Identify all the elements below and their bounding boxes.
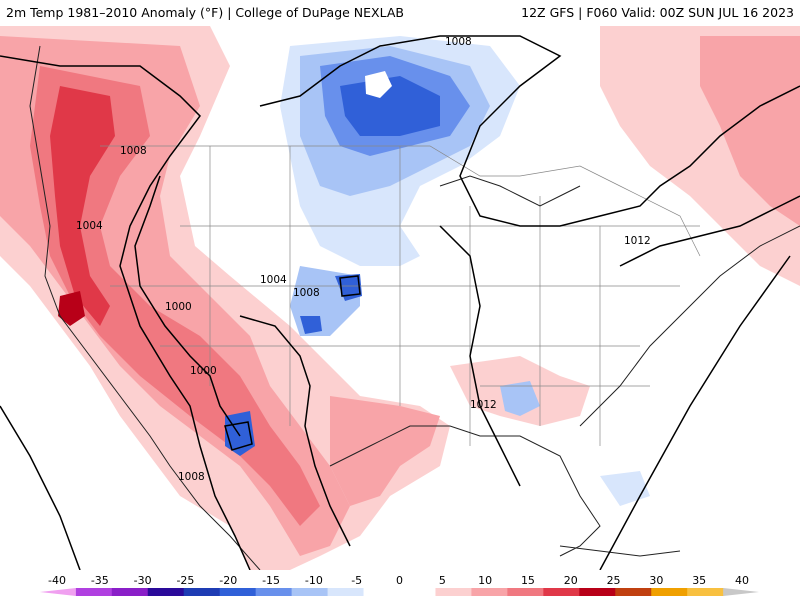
isobar-contours bbox=[0, 35, 800, 570]
colorbar-swatch bbox=[291, 588, 329, 596]
colorbar-swatch bbox=[723, 588, 760, 596]
colorbar-tick-label: 10 bbox=[478, 574, 492, 587]
colorbar-swatch bbox=[579, 588, 616, 596]
colorbar-tick-label: -35 bbox=[91, 574, 109, 587]
state-boundaries bbox=[100, 145, 701, 446]
colorbar-swatch bbox=[363, 588, 400, 596]
colorbar-tick-label: 35 bbox=[692, 574, 706, 587]
colorbar-swatch bbox=[111, 588, 149, 596]
isobar-label-1008-central: 1008 bbox=[293, 287, 320, 299]
isobar-labels: 1008 1008 1004 1004 1008 1000 1000 1012 … bbox=[76, 36, 651, 483]
colorbar-tick-label: -40 bbox=[48, 574, 66, 587]
colorbar-swatch bbox=[183, 588, 221, 596]
colorbar-swatch bbox=[75, 588, 113, 596]
colorbar-tick-label: 20 bbox=[564, 574, 578, 587]
isobar-label-1008-north: 1008 bbox=[445, 36, 472, 48]
colorbar-swatch bbox=[435, 588, 472, 596]
isobar-label-1000-a: 1000 bbox=[165, 301, 192, 313]
colorbar-tick-label: -10 bbox=[305, 574, 323, 587]
colorbar-swatch bbox=[543, 588, 580, 596]
colorbar-swatches bbox=[39, 588, 760, 596]
colorbar-tick-label: 0 bbox=[396, 574, 403, 587]
colorbar-tick-label: -15 bbox=[262, 574, 280, 587]
colorbar-swatch bbox=[651, 588, 688, 596]
colorbar-swatch bbox=[471, 588, 508, 596]
coastlines bbox=[29, 45, 800, 570]
isobar-label-1012-south: 1012 bbox=[470, 399, 497, 411]
colorbar-tick-labels: -40 -35 -30 -25 -20 -15 -10 -5 0 5 10 15 20 25 30 35 40 bbox=[48, 574, 749, 587]
colorbar-swatch bbox=[255, 588, 293, 596]
colorbar-tick-label: 30 bbox=[649, 574, 663, 587]
isobar-label-1008-west: 1008 bbox=[120, 145, 147, 157]
map-header: 2m Temp 1981–2010 Anomaly (°F) | College… bbox=[0, 0, 800, 26]
anomaly-map: 1008 1008 1004 1004 1008 1000 1000 1012 … bbox=[0, 26, 800, 570]
colorbar-tick-label: -30 bbox=[134, 574, 152, 587]
colorbar-swatch bbox=[507, 588, 544, 596]
isobar-label-1012-east: 1012 bbox=[624, 235, 651, 247]
colorbar-swatch bbox=[147, 588, 185, 596]
colorbar-swatch bbox=[39, 588, 76, 596]
colorbar-tick-label: 15 bbox=[521, 574, 535, 587]
isobar-label-1004-west: 1004 bbox=[76, 220, 103, 232]
colorbar-swatch bbox=[399, 588, 436, 596]
colorbar-swatch bbox=[219, 588, 257, 596]
isobar-label-1004-central: 1004 bbox=[260, 274, 287, 286]
colorbar-tick-label: -5 bbox=[351, 574, 362, 587]
model-run-info: 12Z GFS | F060 Valid: 00Z SUN JUL 16 202… bbox=[521, 5, 794, 20]
map-title: 2m Temp 1981–2010 Anomaly (°F) | College… bbox=[6, 5, 404, 20]
colorbar-swatch bbox=[687, 588, 724, 596]
isobar-label-1008-mexico: 1008 bbox=[178, 471, 205, 483]
colorbar-tick-label: 25 bbox=[607, 574, 621, 587]
colorbar-swatch bbox=[327, 588, 365, 596]
colorbar-swatch bbox=[615, 588, 652, 596]
colorbar-tick-label: 40 bbox=[735, 574, 749, 587]
colorbar-tick-label: -25 bbox=[176, 574, 194, 587]
colorbar-tick-label: -20 bbox=[219, 574, 237, 587]
colorbar-legend: -40 -35 -30 -25 -20 -15 -10 -5 0 5 10 15 20 25 30 35 40 bbox=[0, 570, 800, 600]
isobar-label-1000-b: 1000 bbox=[190, 365, 217, 377]
colorbar-tick-label: 5 bbox=[439, 574, 446, 587]
warm-anomaly-regions bbox=[0, 26, 800, 570]
